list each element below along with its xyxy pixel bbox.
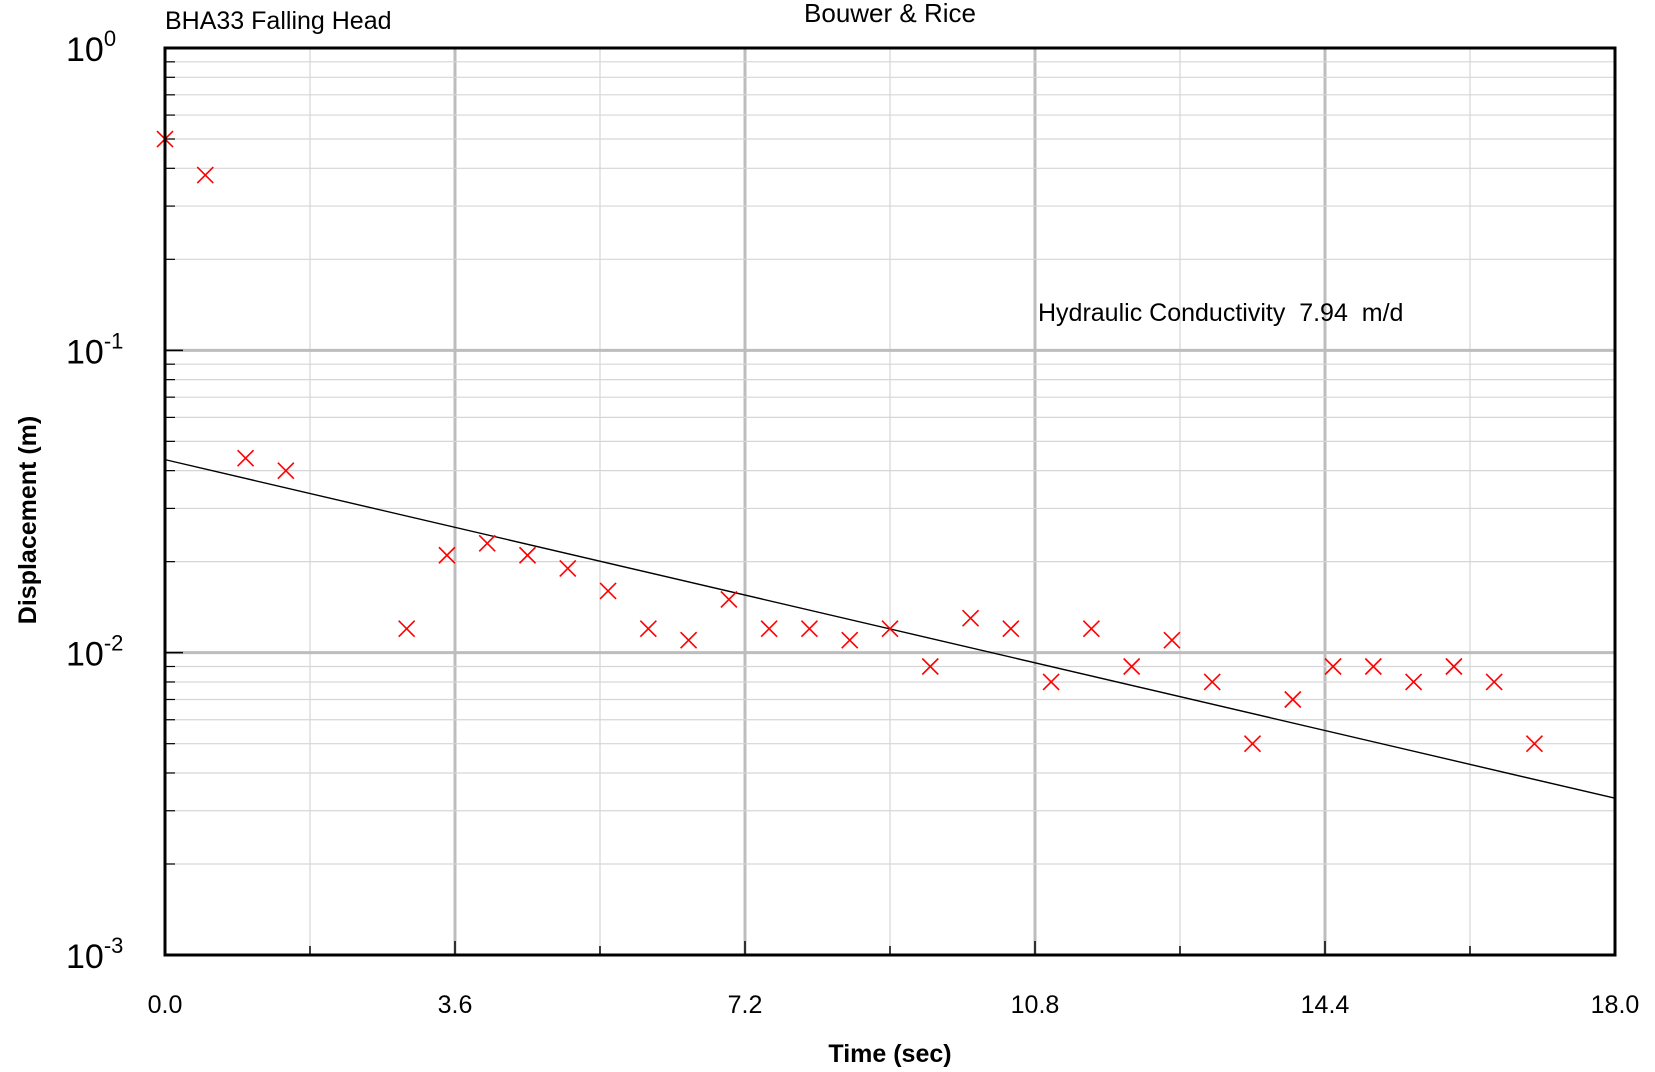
data-point (680, 631, 698, 649)
data-point-stroke (639, 620, 657, 638)
data-point (881, 620, 899, 638)
data-point (1445, 657, 1463, 676)
data-point (1405, 673, 1423, 691)
x-tick-label: 18.0 (1591, 991, 1640, 1019)
data-point-stroke (1284, 690, 1302, 709)
data-point-stroke (1405, 673, 1423, 691)
data-point-stroke (881, 620, 899, 638)
data-point (438, 546, 456, 564)
data-point (1364, 657, 1382, 676)
x-tick-label: 14.4 (1301, 991, 1350, 1019)
y-tick-label: 10-1 (66, 328, 123, 371)
data-point-stroke (1364, 657, 1382, 676)
data-point-stroke (680, 631, 698, 649)
data-point-stroke (921, 657, 939, 676)
data-point-stroke (720, 590, 738, 608)
x-axis-label: Time (sec) (828, 1040, 951, 1068)
x-tick-label: 0.0 (148, 991, 183, 1019)
data-point-stroke (599, 582, 617, 600)
data-point (277, 462, 295, 480)
data-point-stroke (277, 462, 295, 480)
data-point (398, 620, 416, 638)
data-point-stroke (760, 620, 778, 638)
data-point-stroke (196, 166, 214, 184)
chart-title: Bouwer & Rice (804, 0, 976, 28)
data-point (1163, 631, 1181, 649)
data-point (599, 582, 617, 600)
data-point (196, 166, 214, 184)
data-point (760, 620, 778, 638)
data-point-stroke (478, 534, 496, 552)
data-point-stroke (1002, 620, 1020, 638)
y-tick-label: 10-3 (66, 933, 123, 976)
data-point-stroke (438, 546, 456, 564)
data-point (1284, 690, 1302, 709)
data-point-stroke (1042, 673, 1060, 691)
data-point (1243, 735, 1262, 753)
x-tick-label: 7.2 (728, 991, 763, 1019)
data-point-stroke (1525, 735, 1544, 753)
data-point-stroke (961, 609, 980, 627)
tick-marks (165, 61, 1471, 956)
data-point (1525, 735, 1544, 753)
data-point-stroke (1123, 657, 1141, 676)
data-point-stroke (1243, 735, 1262, 753)
y-axis-label: Displacement (m) (14, 416, 42, 624)
data-point-stroke (1485, 673, 1503, 691)
data-point (1123, 657, 1141, 676)
x-tick-label: 10.8 (1011, 991, 1060, 1019)
data-point-stroke (1082, 620, 1100, 638)
data-point (1082, 620, 1100, 638)
data-point (478, 534, 496, 552)
data-point-stroke (1203, 673, 1221, 691)
data-point (518, 546, 537, 564)
y-tick-label: 100 (66, 26, 116, 69)
data-point (921, 657, 939, 676)
data-point (1002, 620, 1020, 638)
x-tick-labels: 0.0 3.6 7.2 10.8 14.4 18.0 (148, 991, 1640, 1019)
data-point (800, 620, 819, 638)
data-point-stroke (1445, 657, 1463, 676)
data-point (1042, 673, 1060, 691)
data-point-stroke (841, 631, 859, 649)
grid (165, 48, 1615, 955)
y-tick-label: 10-2 (66, 631, 123, 674)
data-point-stroke (236, 449, 255, 467)
data-point (720, 590, 738, 608)
data-point-stroke (800, 620, 819, 638)
data-point (639, 620, 657, 638)
data-point (841, 631, 859, 649)
data-point-stroke (1324, 657, 1342, 676)
data-point (1324, 657, 1342, 676)
x-tick-label: 3.6 (438, 991, 473, 1019)
annotation-hydraulic-conductivity: Hydraulic Conductivity 7.94 m/d (1038, 299, 1403, 327)
observed-points (156, 130, 1544, 753)
data-point-stroke (559, 559, 577, 577)
data-point (1485, 673, 1503, 691)
data-point-stroke (398, 620, 416, 638)
y-tick-labels: 100 10-1 10-2 10-3 (66, 26, 123, 976)
data-point (961, 609, 980, 627)
chart-subtitle: BHA33 Falling Head (165, 7, 392, 35)
data-point-stroke (518, 546, 537, 564)
data-point (236, 449, 255, 467)
data-point-stroke (1163, 631, 1181, 649)
data-point (559, 559, 577, 577)
data-point (1203, 673, 1221, 691)
